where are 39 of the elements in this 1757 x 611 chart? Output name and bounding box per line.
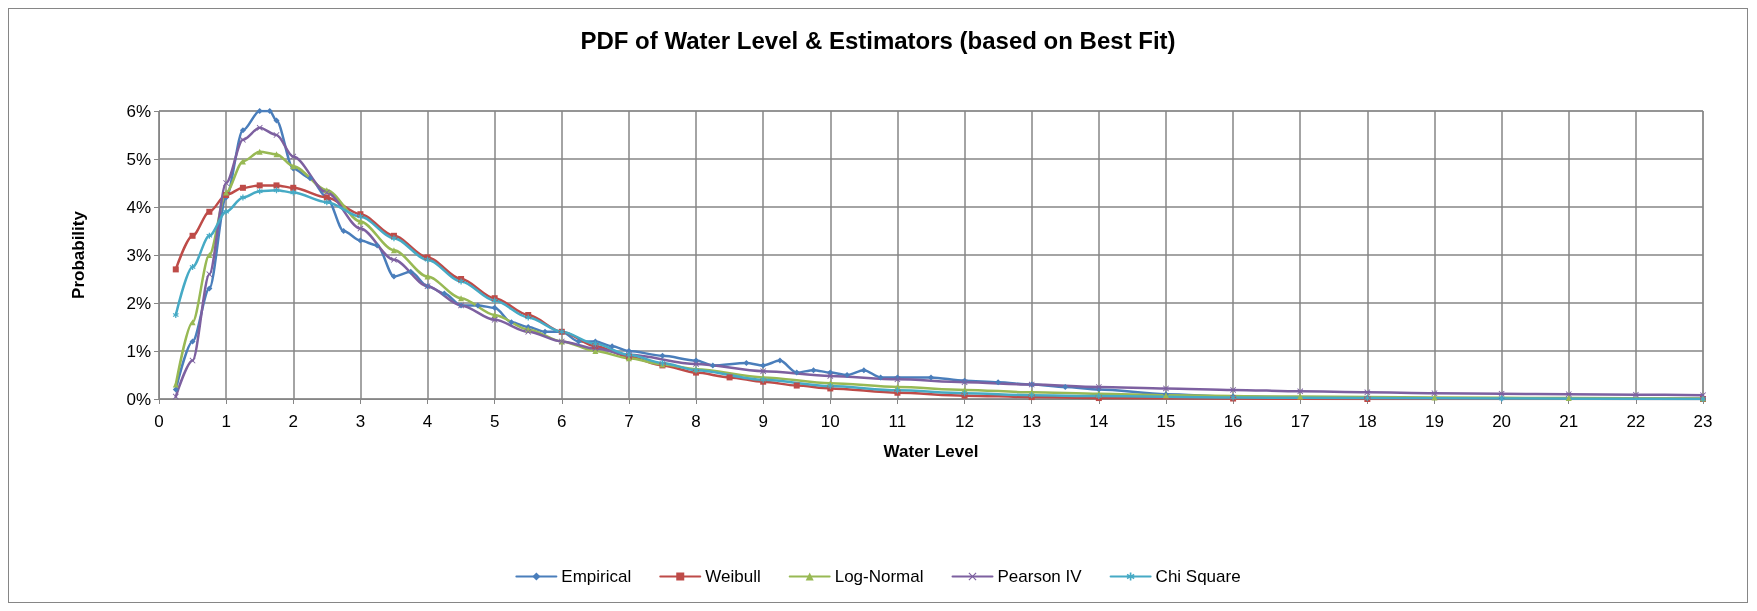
x-tick-label: 19 [1425,412,1444,431]
x-tick-label: 20 [1492,412,1512,431]
x-tick-label: 9 [758,412,768,431]
y-tick-label: 1% [126,341,151,361]
x-tick-label: 18 [1357,412,1377,431]
chart-title: PDF of Water Level & Estimators (based on Best Fit) [580,26,1176,54]
x-tick-label: 11 [888,412,907,431]
x-tick-label: 5 [489,412,500,431]
x-tick-label: 1 [221,412,231,431]
y-tick-label: 3% [126,245,151,265]
y-tick-label: 6% [126,101,151,121]
x-axis-title: Water Level [883,442,979,461]
y-tick-label: 2% [126,293,151,313]
y-tick-label: 5% [126,149,151,169]
x-tick-label: 7 [624,412,634,431]
x-tick-label: 2 [288,412,298,431]
x-tick-label: 13 [1022,412,1042,431]
x-tick-label: 14 [1089,412,1109,431]
y-tick-label: 0% [126,389,151,409]
x-tick-label: 21 [1559,412,1579,431]
legend-label: Pearson IV [997,567,1083,586]
x-tick-label: 12 [955,412,975,431]
x-tick-label: 3 [355,412,366,431]
x-tick-label: 22 [1626,412,1646,431]
x-tick-label: 8 [691,412,701,431]
x-tick-label: 23 [1693,412,1713,431]
x-tick-label: 16 [1223,412,1243,431]
legend-label: Weibull [705,567,761,586]
x-tick-label: 15 [1156,412,1176,431]
y-tick-label: 4% [126,197,151,217]
x-tick-label: 10 [820,412,840,431]
legend-label: Chi Square [1155,567,1241,586]
y-axis-title: Probability [69,210,88,299]
x-tick-label: 17 [1290,412,1310,431]
legend-label: Empirical [561,567,632,586]
x-tick-label: 4 [422,412,433,431]
x-tick-label: 0 [154,412,164,431]
legend-label: Log-Normal [834,567,924,586]
x-tick-label: 6 [557,412,567,431]
